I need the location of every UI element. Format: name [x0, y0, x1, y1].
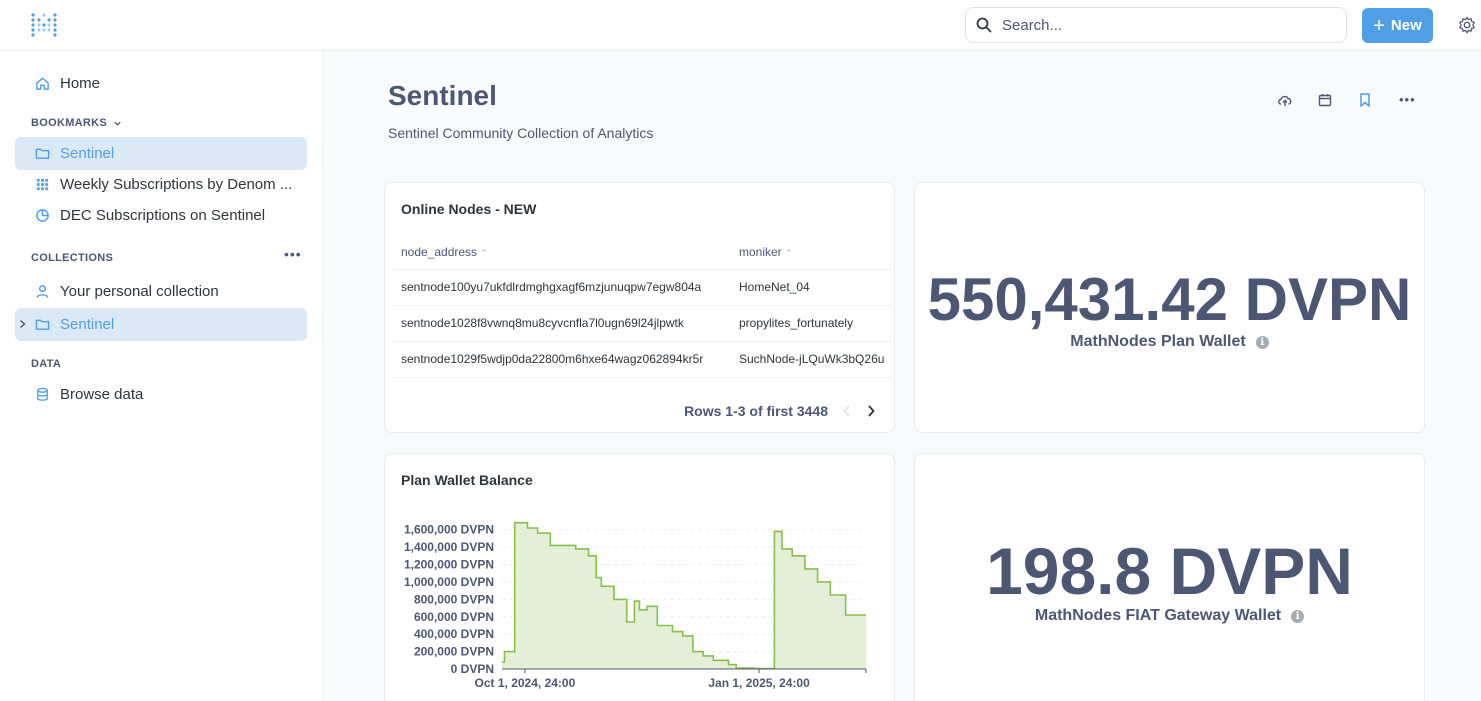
calendar-icon[interactable] — [1317, 92, 1333, 108]
dashboard-title: Sentinel — [388, 80, 497, 111]
y-tick-label: 1,000,000 DVPN — [404, 575, 494, 589]
column-header-moniker[interactable]: moniker ⌃ — [731, 236, 893, 270]
pie-icon — [36, 209, 49, 222]
sort-up-icon: ⌃ — [480, 248, 488, 259]
bookmark-item-weekly-subscriptions[interactable]: Weekly Subscriptions by Denom ... — [15, 168, 307, 201]
table-cell[interactable]: propylites_fortunately — [731, 305, 893, 342]
sidebar-item-label: Home — [60, 75, 101, 92]
sidebar-item-label: Sentinel — [60, 316, 115, 333]
y-tick-label: 200,000 DVPN — [414, 645, 494, 659]
fiat-wallet-scalar-card: 198.8 DVPN MathNodes FIAT Gateway Wallet… — [914, 453, 1425, 701]
table-pager: Rows 1-3 of first 3448 — [684, 403, 876, 419]
chevron-down-icon — [114, 121, 121, 126]
folder-icon — [35, 148, 50, 159]
pager-text: Rows 1-3 of first 3448 — [684, 403, 828, 419]
collection-item-personal[interactable]: Your personal collection — [15, 275, 307, 308]
column-header-label: moniker — [739, 245, 782, 260]
section-heading-label: DATA — [31, 358, 62, 370]
section-heading-label: BOOKMARKS — [31, 117, 108, 129]
nodes-table: node_address ⌃ moniker ⌃ sentnode100yu7u… — [393, 236, 893, 378]
folder-icon — [35, 319, 50, 330]
online-nodes-card: Online Nodes - NEW node_address ⌃ monike… — [384, 182, 895, 433]
x-tick-label: Jan 1, 2025, 24:00 — [708, 676, 810, 690]
info-icon[interactable]: i — [1255, 336, 1269, 349]
plan-wallet-scalar-card: 550,431.42 DVPN MathNodes Plan Wallet i — [914, 182, 1425, 433]
search-icon — [976, 17, 992, 33]
card-title[interactable]: Online Nodes - NEW — [401, 201, 537, 217]
upload-cloud-icon[interactable] — [1277, 92, 1293, 108]
sidebar-item-label: Sentinel — [60, 145, 115, 162]
scalar-label[interactable]: MathNodes FIAT Gateway Wallet — [1034, 607, 1282, 624]
sidebar: Home BOOKMARKS Sentinel Weekly Subscript… — [0, 51, 323, 701]
table-row[interactable]: sentnode1028f8vwnq8mu8cyvcnfla7l0ugn69l2… — [393, 305, 893, 342]
column-header-label: node_address — [401, 245, 478, 260]
sidebar-item-label: Your personal collection — [60, 283, 219, 300]
info-icon[interactable]: i — [1291, 610, 1305, 623]
table-cell[interactable]: sentnode1028f8vwnq8mu8cyvcnfla7l0ugn69l2… — [393, 305, 731, 342]
more-options-icon[interactable]: ••• — [1399, 92, 1416, 107]
search-bar[interactable] — [965, 7, 1347, 43]
more-options-icon[interactable]: ••• — [284, 246, 302, 262]
dashboard-description: Sentinel Community Collection of Analyti… — [388, 125, 654, 141]
sidebar-item-home[interactable]: Home — [15, 67, 307, 100]
scalar-value[interactable]: 550,431.42 DVPN — [927, 266, 1412, 333]
sidebar-item-browse-data[interactable]: Browse data — [15, 378, 307, 411]
table-header-row: node_address ⌃ moniker ⌃ — [393, 236, 893, 270]
data-heading: DATA — [31, 358, 61, 370]
gear-icon[interactable] — [1458, 16, 1476, 34]
table-cell[interactable]: sentnode1029f5wdjp0da22800m6hxe64wagz062… — [393, 341, 731, 378]
section-heading-label: COLLECTIONS — [31, 252, 114, 264]
metabase-logo-icon[interactable] — [30, 12, 58, 38]
y-tick-label: 1,600,000 DVPN — [404, 523, 494, 537]
sidebar-item-label: DEC Subscriptions on Sentinel — [60, 207, 266, 224]
new-button[interactable]: + New — [1362, 8, 1433, 43]
collections-heading: COLLECTIONS — [31, 252, 113, 264]
grid-icon — [36, 178, 49, 191]
bookmark-item-dec-subscriptions[interactable]: DEC Subscriptions on Sentinel — [15, 199, 307, 232]
column-header-node-address[interactable]: node_address ⌃ — [393, 236, 731, 270]
y-tick-label: 1,400,000 DVPN — [404, 540, 494, 554]
table-cell[interactable]: SuchNode-jLQuWk3bQ26u — [731, 341, 893, 378]
x-tick-label: Oct 1, 2024, 24:00 — [475, 676, 576, 690]
scalar-label-row: MathNodes Plan Wallet i — [915, 333, 1424, 351]
table-cell[interactable]: HomeNet_04 — [731, 269, 893, 306]
collection-item-sentinel[interactable]: Sentinel — [15, 308, 307, 341]
scalar-label-row: MathNodes FIAT Gateway Wallet i — [915, 607, 1424, 625]
y-tick-label: 600,000 DVPN — [414, 610, 494, 624]
card-title[interactable]: Plan Wallet Balance — [401, 472, 533, 488]
plan-wallet-balance-chart[interactable]: 0 DVPN 200,000 DVPN 400,000 DVPN 600,000 DV… — [385, 454, 895, 701]
y-tick-label: 800,000 DVPN — [414, 592, 494, 606]
table-row[interactable]: sentnode1029f5wdjp0da22800m6hxe64wagz062… — [393, 341, 893, 378]
sidebar-item-label: Weekly Subscriptions by Denom ... — [60, 176, 293, 193]
chevron-right-icon[interactable] — [866, 404, 876, 418]
plan-wallet-balance-card: Plan Wallet Balance 0 DVPN 200,000 DVPN 40… — [384, 453, 895, 701]
scalar-value[interactable]: 198.8 DVPN — [986, 534, 1353, 608]
database-icon — [37, 387, 48, 401]
new-button-label: New — [1390, 17, 1422, 34]
table-row[interactable]: sentnode100yu7ukfdlrdmghgxagf6mzjunuqpw7… — [393, 269, 893, 306]
y-tick-label: 1,200,000 DVPN — [404, 558, 494, 572]
top-navbar: + New — [0, 0, 1481, 51]
search-input[interactable] — [1002, 16, 1302, 34]
chevron-right-icon[interactable] — [18, 319, 27, 329]
bookmarks-heading[interactable]: BOOKMARKS — [31, 117, 122, 129]
sidebar-item-label: Browse data — [60, 386, 144, 403]
bookmark-icon[interactable] — [1357, 92, 1373, 108]
chevron-left-icon[interactable] — [842, 404, 852, 418]
person-icon — [36, 285, 49, 298]
sort-up-icon: ⌃ — [785, 248, 793, 259]
scalar-label[interactable]: MathNodes Plan Wallet — [1070, 333, 1246, 350]
bookmark-item-sentinel[interactable]: Sentinel — [15, 137, 307, 170]
plus-icon: + — [1373, 14, 1385, 37]
home-icon — [36, 77, 49, 90]
y-tick-label: 0 DVPN — [451, 662, 494, 676]
series-line — [502, 521, 866, 670]
y-tick-label: 400,000 DVPN — [414, 627, 494, 641]
table-cell[interactable]: sentnode100yu7ukfdlrdmghgxagf6mzjunuqpw7… — [393, 269, 731, 306]
